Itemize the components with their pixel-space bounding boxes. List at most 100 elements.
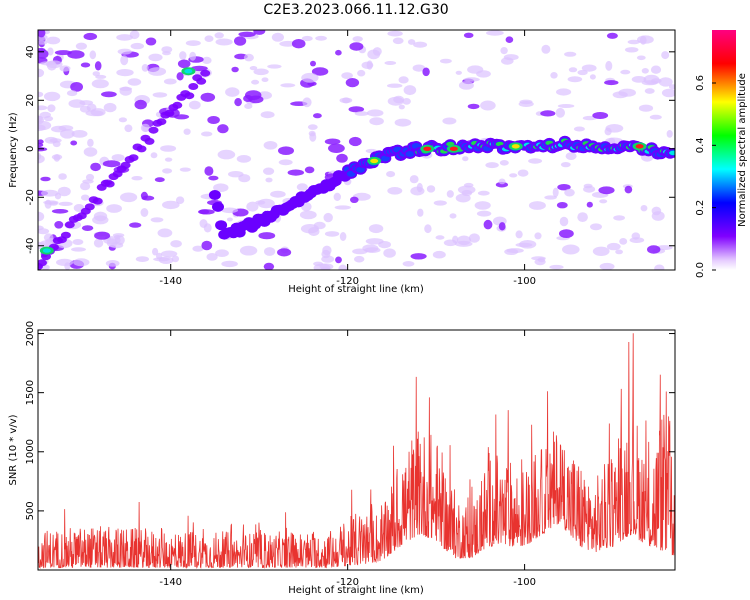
heatmap-noise-speckle <box>152 92 168 98</box>
heatmap-noise-speckle <box>80 62 91 68</box>
heatmap-band-cell <box>64 221 75 229</box>
heatmap-peak <box>370 158 379 164</box>
heatmap-noise-speckle <box>70 82 83 92</box>
heatmap-noise-speckle <box>565 152 577 161</box>
heatmap-band-cell <box>200 69 211 77</box>
heatmap-noise-speckle <box>43 115 54 122</box>
heatmap-noise-speckle <box>251 79 260 85</box>
heatmap-noise-speckle <box>500 47 508 55</box>
heatmap-panel: -140 -120 -100 -40 -20 0 20 40 Height of strai… <box>8 29 676 295</box>
heatmap-noise-speckle <box>592 112 609 119</box>
heatmap-noise-speckle <box>221 207 239 214</box>
heatmap-noise-speckle <box>110 242 124 249</box>
heatmap-noise-speckle <box>43 91 61 102</box>
heatmap-peak <box>423 146 432 151</box>
heatmap-noise-speckle <box>384 61 397 65</box>
heatmap-noise-speckle <box>40 176 51 182</box>
snr-x-tick-label: -100 <box>513 577 536 588</box>
heatmap-band-cell <box>120 161 131 169</box>
heatmap-noise-speckle <box>407 39 416 45</box>
heatmap-noise-speckle <box>462 156 469 162</box>
heatmap-noise-speckle <box>387 83 403 88</box>
heatmap-noise-speckle <box>557 184 571 191</box>
heatmap-noise-speckle <box>320 266 330 270</box>
heatmap-noise-speckle <box>93 238 104 248</box>
heatmap-noise-speckle <box>243 53 254 62</box>
heatmap-noise-speckle <box>559 216 569 227</box>
heatmap-noise-speckle <box>140 191 148 200</box>
heatmap-noise-speckle <box>41 189 59 197</box>
heatmap-noise-speckle <box>129 30 140 40</box>
heatmap-noise-speckle <box>424 224 432 234</box>
heatmap-noise-speckle <box>361 61 374 69</box>
heatmap-noise-speckle <box>38 225 44 231</box>
heatmap-band-cell <box>164 109 175 117</box>
heatmap-noise-speckle <box>54 50 72 56</box>
heatmap-noise-speckle <box>409 175 419 184</box>
heatmap-noise-speckle <box>515 230 523 239</box>
heatmap-noise-speckle <box>560 162 571 168</box>
heatmap-noise-speckle <box>321 255 335 263</box>
heatmap-ridge-cell <box>212 201 224 212</box>
heatmap-noise-speckle <box>480 100 496 111</box>
heatmap-noise-speckle <box>57 186 71 197</box>
heatmap-noise-speckle <box>613 215 625 221</box>
heatmap-noise-speckle <box>615 249 623 255</box>
heatmap-noise-speckle <box>179 51 187 60</box>
heatmap-noise-speckle <box>60 129 75 139</box>
heatmap-noise-speckle <box>348 106 365 113</box>
heatmap-noise-speckle <box>627 39 640 45</box>
heatmap-band-cell <box>104 180 115 188</box>
snr-x-ticks: -140 -120 -100 <box>159 330 536 588</box>
heatmap-noise-speckle <box>265 177 273 183</box>
heatmap-noise-speckle <box>38 105 48 111</box>
snr-series-line <box>38 333 675 570</box>
heatmap-noise-speckle <box>442 117 457 125</box>
snr-x-axis-label: Height of straight line (km) <box>288 585 424 596</box>
heatmap-y-tick-label: 20 <box>25 94 36 107</box>
heatmap-noise-speckle <box>163 78 177 85</box>
heatmap-noise-speckle <box>53 154 61 162</box>
heatmap-noise-speckle <box>101 91 117 98</box>
heatmap-noise-speckle <box>661 88 675 98</box>
heatmap-noise-speckle <box>555 107 565 118</box>
figure-title: C2E3.2023.066.11.12.G30 <box>263 2 448 18</box>
heatmap-band-cell <box>41 253 51 261</box>
heatmap-noise-speckle <box>94 231 111 240</box>
heatmap-band-cell <box>196 77 207 85</box>
heatmap-noise-speckle <box>263 141 278 150</box>
heatmap-ridge-cell <box>208 190 221 200</box>
heatmap-noise-speckle <box>249 66 258 71</box>
heatmap-noise-speckle <box>202 56 212 64</box>
heatmap-noise-speckle <box>556 88 572 96</box>
heatmap-noise-speckle <box>118 117 127 123</box>
heatmap-noise-speckle <box>70 140 78 146</box>
heatmap-noise-speckle <box>649 114 662 120</box>
heatmap-noise-speckle <box>54 221 64 229</box>
heatmap-noise-speckle <box>402 98 411 105</box>
heatmap-ridge-core <box>356 166 365 173</box>
heatmap-noise-speckle <box>93 211 108 222</box>
colorbar-tick-label: 0.0 <box>695 262 706 278</box>
heatmap-noise-speckle <box>387 187 403 195</box>
heatmap-noise-speckle <box>183 128 191 135</box>
heatmap-noise-speckle <box>185 40 201 46</box>
heatmap-noise-speckle <box>116 69 134 77</box>
heatmap-noise-speckle <box>217 124 229 134</box>
heatmap-noise-speckle <box>636 55 646 61</box>
heatmap-y-tick-label: -40 <box>25 238 36 254</box>
heatmap-noise-speckle <box>341 72 353 79</box>
heatmap-noise-speckle <box>58 173 67 180</box>
heatmap-noise-speckle <box>68 99 86 108</box>
heatmap-noise-speckle <box>124 124 133 133</box>
heatmap-noise-speckle <box>349 42 364 51</box>
heatmap-noise-speckle <box>658 77 673 87</box>
heatmap-noise-speckle <box>92 71 101 77</box>
heatmap-noise-speckle <box>398 76 409 84</box>
heatmap-noise-speckle <box>238 31 256 37</box>
heatmap-noise-speckle <box>173 114 190 120</box>
heatmap-noise-speckle <box>449 213 457 219</box>
heatmap-noise-speckle <box>119 86 133 91</box>
heatmap-noise-speckle <box>38 154 45 164</box>
heatmap-noise-speckle <box>278 146 294 155</box>
